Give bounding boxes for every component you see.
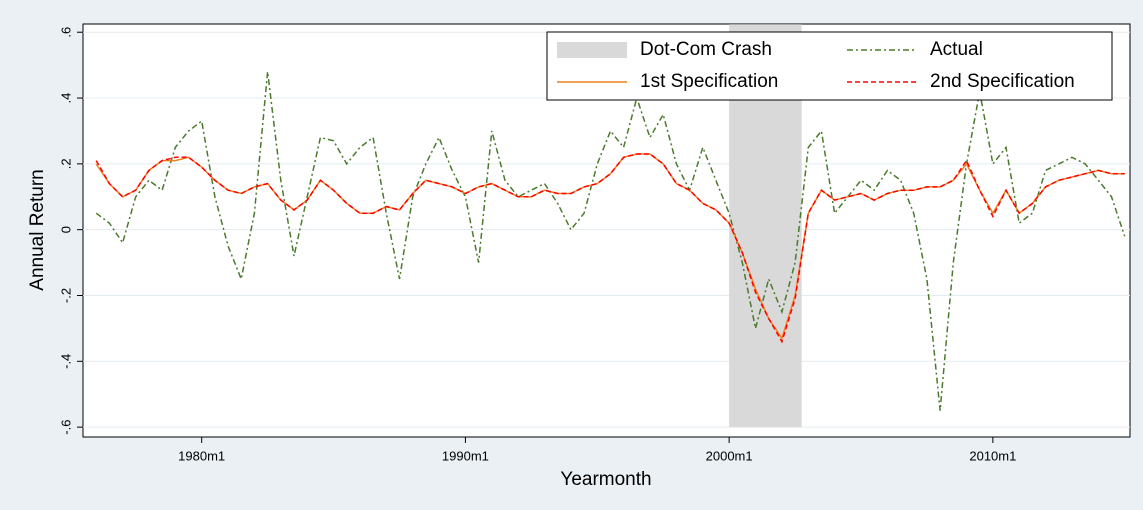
y-tick-label: .4 (58, 93, 73, 104)
y-tick-label: -.2 (58, 288, 73, 303)
series-line (95, 153, 1125, 344)
legend-label: Dot-Com Crash (640, 39, 772, 60)
y-axis-label: Annual Return (27, 169, 48, 290)
legend-label: Actual (930, 39, 983, 60)
y-tick-label: 0 (58, 226, 73, 233)
x-axis-label: Yearmonth (560, 469, 651, 490)
y-tick-label: .2 (58, 158, 73, 169)
x-tick-label: 2010m1 (969, 448, 1016, 463)
legend-label: 1st Specification (640, 71, 778, 92)
y-tick-label: -.6 (58, 420, 73, 435)
x-tick-label: 1980m1 (178, 448, 225, 463)
legend-swatch (557, 42, 627, 58)
legend-label: 2nd Specification (930, 71, 1075, 92)
x-tick-label: 2000m1 (706, 448, 753, 463)
y-tick-label: -.4 (58, 354, 73, 369)
y-tick-label: .6 (58, 27, 73, 38)
x-tick-label: 1990m1 (442, 448, 489, 463)
legend-box (546, 31, 1113, 101)
